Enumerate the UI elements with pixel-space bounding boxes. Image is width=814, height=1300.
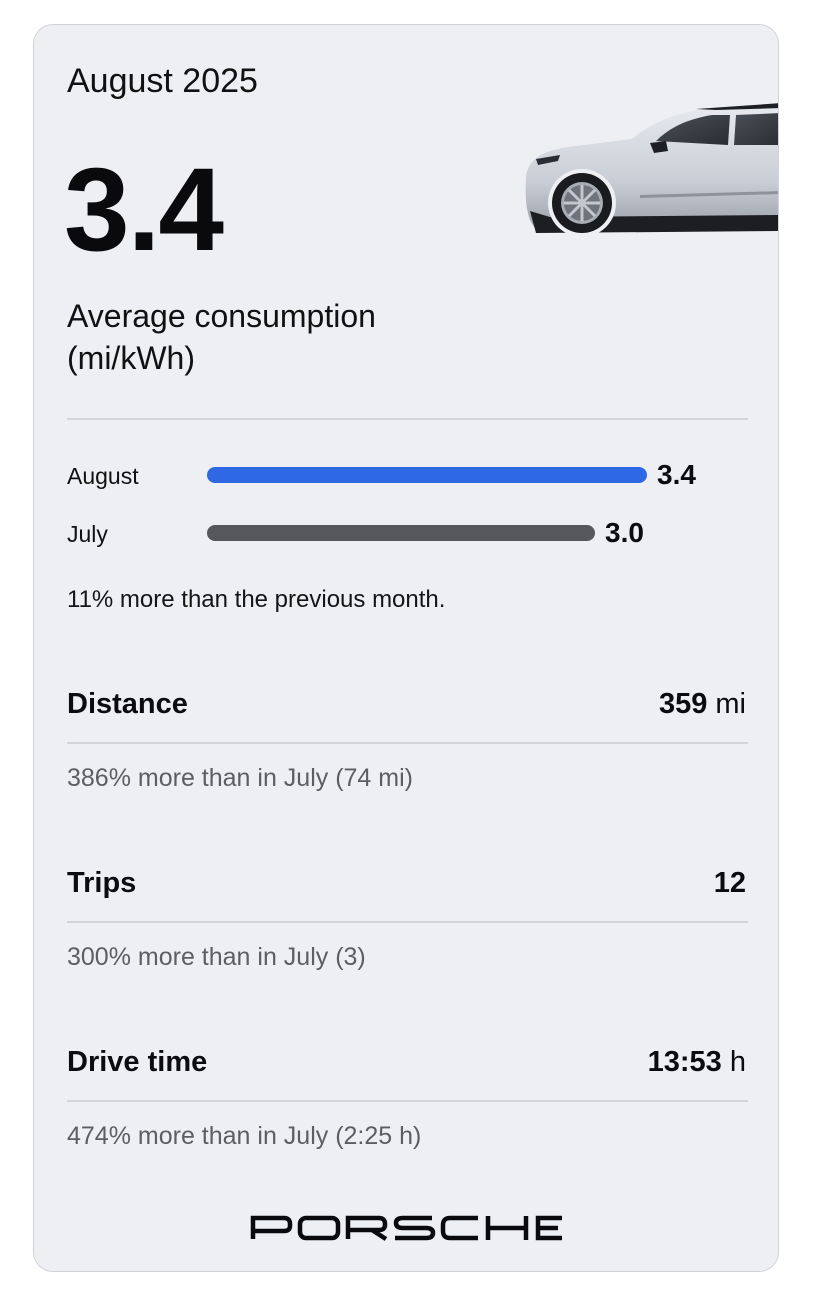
bar-row-july: July 3.0 xyxy=(67,513,748,553)
trips-title: Trips xyxy=(67,867,137,899)
average-consumption-label: Average consumption (mi/kWh) xyxy=(67,298,376,376)
distance-number: 359 xyxy=(658,688,708,720)
divider-distance xyxy=(67,742,748,744)
bar-fill-august xyxy=(207,467,647,483)
divider-trips xyxy=(67,921,748,923)
divider-drive-time xyxy=(67,1100,748,1102)
distance-value: 359 mi xyxy=(659,687,746,721)
bar-label-august: August xyxy=(67,463,139,489)
month-title: August 2025 xyxy=(67,62,258,100)
trips-number: 12 xyxy=(713,867,746,899)
bar-value-august: 3.4 xyxy=(657,459,696,490)
bar-fill-july xyxy=(207,525,595,541)
consumption-card: August 2025 3.4 Average consumption (mi/… xyxy=(33,24,779,1272)
average-consumption-value: 3.4 xyxy=(64,144,224,276)
distance-comparison: 386% more than in July (74 mi) xyxy=(67,764,413,792)
bar-value-july: 3.0 xyxy=(605,517,644,548)
distance-unit: mi xyxy=(715,688,746,720)
drive-time-number: 13:53 xyxy=(647,1046,722,1078)
drive-time-unit: h xyxy=(729,1046,746,1078)
trips-comparison: 300% more than in July (3) xyxy=(67,943,366,971)
distance-title: Distance xyxy=(67,688,188,720)
bar-track-august xyxy=(207,467,647,483)
drive-time-value: 13:53 h xyxy=(648,1045,746,1079)
divider-top xyxy=(67,418,748,420)
bar-row-august: August 3.4 xyxy=(67,455,748,495)
bar-track-july xyxy=(207,525,647,541)
drive-time-comparison: 474% more than in July (2:25 h) xyxy=(67,1122,422,1150)
comparison-note: 11% more than the previous month. xyxy=(67,586,446,613)
car-image xyxy=(525,103,778,237)
drive-time-title: Drive time xyxy=(67,1046,208,1078)
trips-value: 12 xyxy=(714,866,746,900)
bar-label-july: July xyxy=(67,521,108,547)
porsche-logo xyxy=(250,1215,562,1241)
